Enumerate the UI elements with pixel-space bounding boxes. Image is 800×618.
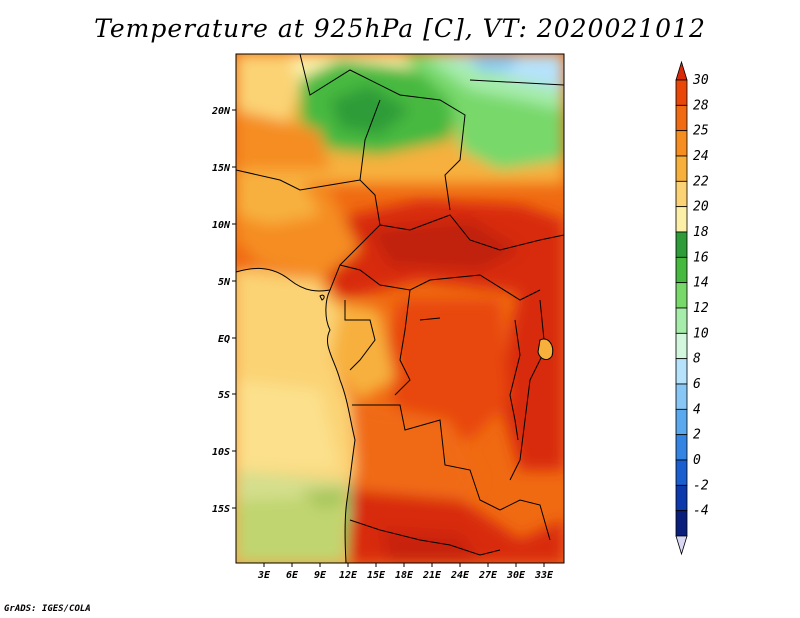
lat-label: EQ <box>218 334 230 345</box>
lon-label: 33E <box>534 570 554 581</box>
latitude-axis: 20N 15N 10N 5N EQ 5S 10S 15S <box>211 106 236 515</box>
lat-label: 10N <box>212 220 231 231</box>
lon-label: 9E <box>314 570 327 581</box>
colorbar-box <box>675 358 688 385</box>
colorbar-label: 10 <box>693 326 709 341</box>
grads-credit: GrADS: IGES/COLA <box>4 604 91 614</box>
colorbar-bottom-triangle <box>675 535 688 556</box>
colorbar-label: 12 <box>693 301 709 316</box>
colorbar-label: 28 <box>693 98 709 113</box>
colorbar-top-triangle <box>675 60 688 81</box>
lat-label: 5S <box>218 390 230 401</box>
map-frame <box>235 53 565 564</box>
lon-label: 12E <box>339 570 358 581</box>
colorbar-label: -2 <box>693 478 709 493</box>
colorbar-label: 8 <box>693 352 701 367</box>
colorbar-label: 14 <box>693 276 709 291</box>
colorbar-label: 22 <box>693 174 709 189</box>
colorbar-label: 24 <box>693 149 709 164</box>
colorbar-box <box>675 282 688 309</box>
lat-label: 15S <box>212 504 230 515</box>
colorbar-box <box>675 180 688 208</box>
colorbar-label: 20 <box>693 200 709 215</box>
colorbar-label: 0 <box>693 453 701 468</box>
colorbar-box <box>675 130 688 157</box>
colorbar-label: -4 <box>693 504 709 519</box>
lon-label: 21E <box>422 570 442 581</box>
colorbar-box <box>675 434 688 461</box>
lat-label: 5N <box>218 277 231 288</box>
colorbar-box <box>675 231 688 258</box>
lon-label: 18E <box>395 570 414 581</box>
temperature-field <box>236 54 564 563</box>
lon-label: 30E <box>506 570 526 581</box>
colorbar-box <box>675 408 688 436</box>
lat-label: 10S <box>212 447 230 458</box>
colorbar-label: 25 <box>693 124 709 139</box>
colorbar-label: 2 <box>693 428 701 443</box>
chart-title: Temperature at 925hPa [C], VT: 202002101… <box>94 14 706 43</box>
colorbar-label: 4 <box>693 402 701 417</box>
colorbar-box <box>675 256 688 284</box>
colorbar-box <box>675 459 688 486</box>
colorbar-label: 18 <box>693 225 709 240</box>
colorbar-box <box>675 79 688 106</box>
colorbar-box <box>675 206 688 233</box>
colorbar-box <box>675 383 688 410</box>
colorbar-box <box>675 307 688 334</box>
lon-label: 24E <box>450 570 470 581</box>
colorbar-label: 6 <box>693 377 701 392</box>
colorbar-label: 30 <box>692 73 709 88</box>
lon-label: 3E <box>257 570 271 581</box>
colorbar-label: 16 <box>693 250 709 265</box>
lon-label: 6E <box>286 570 299 581</box>
lon-label: 15E <box>367 570 386 581</box>
colorbar-box <box>675 510 688 537</box>
lon-label: 27E <box>478 570 498 581</box>
longitude-axis: 3E 6E 9E 12E 15E 18E 21E 24E 27E 30E 33E <box>257 563 554 581</box>
colorbar-box <box>675 155 688 182</box>
coastline-borders <box>236 54 564 563</box>
lat-label: 15N <box>212 163 231 174</box>
colorbar-box <box>675 332 688 360</box>
colorbar-box <box>675 104 688 132</box>
lat-label: 20N <box>211 106 231 117</box>
colorbar-box <box>675 484 688 512</box>
